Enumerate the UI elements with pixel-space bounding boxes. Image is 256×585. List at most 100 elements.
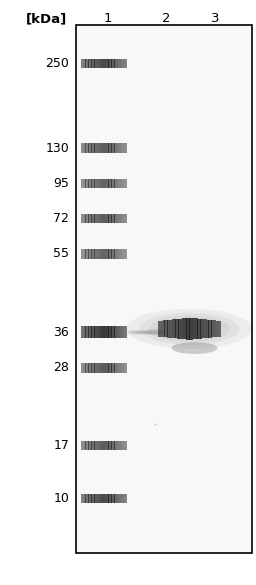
Ellipse shape — [127, 309, 252, 349]
Bar — [88, 494, 90, 503]
Bar — [113, 326, 115, 338]
Bar — [104, 363, 105, 373]
Bar — [113, 363, 115, 373]
Bar — [81, 179, 82, 188]
Bar — [90, 179, 92, 188]
Bar — [104, 494, 105, 503]
Bar — [207, 319, 208, 338]
Ellipse shape — [132, 330, 137, 335]
Ellipse shape — [145, 330, 150, 335]
Bar — [101, 214, 102, 223]
Bar — [99, 441, 101, 450]
Bar — [116, 363, 118, 373]
Bar — [81, 326, 82, 338]
Bar — [102, 494, 104, 503]
Bar — [94, 143, 96, 153]
Bar — [96, 363, 98, 373]
Bar — [82, 249, 84, 259]
Bar — [111, 326, 113, 338]
Bar — [101, 249, 102, 259]
Bar — [82, 363, 84, 373]
Bar — [88, 249, 90, 259]
Bar — [99, 326, 101, 338]
Bar — [105, 59, 107, 68]
Bar — [121, 249, 122, 259]
Bar — [81, 441, 82, 450]
Bar — [84, 179, 86, 188]
Bar — [87, 179, 89, 188]
Bar — [118, 214, 119, 223]
Bar — [121, 214, 122, 223]
Bar — [88, 441, 90, 450]
Bar — [94, 494, 96, 503]
Bar — [84, 441, 86, 450]
Ellipse shape — [138, 330, 143, 335]
Bar — [90, 326, 92, 338]
Bar — [113, 59, 115, 68]
Bar — [84, 326, 86, 338]
Bar — [186, 318, 188, 340]
Bar — [119, 249, 121, 259]
Bar — [118, 179, 119, 188]
Bar — [93, 179, 95, 188]
Bar — [114, 143, 116, 153]
Bar — [91, 363, 93, 373]
Bar — [107, 441, 109, 450]
Bar — [94, 363, 96, 373]
Bar — [125, 214, 127, 223]
Bar — [118, 143, 119, 153]
Bar — [98, 59, 99, 68]
Bar — [216, 321, 218, 337]
Ellipse shape — [152, 330, 157, 335]
Bar — [114, 441, 116, 450]
Bar — [121, 326, 122, 338]
Bar — [99, 179, 101, 188]
Bar — [111, 59, 113, 68]
Bar — [105, 326, 107, 338]
Bar — [96, 143, 98, 153]
Bar — [85, 214, 87, 223]
Bar — [104, 59, 105, 68]
Bar — [122, 494, 124, 503]
Text: 95: 95 — [53, 177, 69, 190]
Bar — [107, 363, 109, 373]
Bar — [118, 494, 119, 503]
Bar — [99, 143, 101, 153]
Bar — [91, 249, 93, 259]
Bar — [99, 494, 101, 503]
Text: 130: 130 — [45, 142, 69, 154]
Bar — [119, 179, 121, 188]
Bar — [114, 494, 116, 503]
Bar — [114, 249, 116, 259]
Bar — [110, 249, 112, 259]
Ellipse shape — [131, 330, 135, 335]
Bar — [119, 143, 121, 153]
Bar — [122, 441, 124, 450]
Bar — [105, 249, 107, 259]
Bar — [90, 143, 92, 153]
Bar — [125, 494, 127, 503]
Bar — [110, 441, 112, 450]
Bar — [116, 326, 118, 338]
Bar — [94, 59, 96, 68]
Bar — [93, 326, 95, 338]
Bar — [94, 249, 96, 259]
Bar — [219, 321, 221, 336]
Bar — [102, 143, 104, 153]
Bar — [93, 494, 95, 503]
Bar — [116, 214, 118, 223]
Ellipse shape — [153, 330, 158, 335]
Bar — [124, 494, 125, 503]
Bar — [121, 143, 122, 153]
Ellipse shape — [147, 330, 151, 335]
Bar — [98, 363, 99, 373]
Ellipse shape — [154, 330, 159, 335]
Bar — [125, 143, 127, 153]
Bar — [91, 59, 93, 68]
Bar — [107, 179, 109, 188]
Bar — [196, 318, 198, 339]
Bar — [125, 363, 127, 373]
Bar — [104, 143, 105, 153]
Bar — [116, 494, 118, 503]
Bar — [101, 143, 102, 153]
